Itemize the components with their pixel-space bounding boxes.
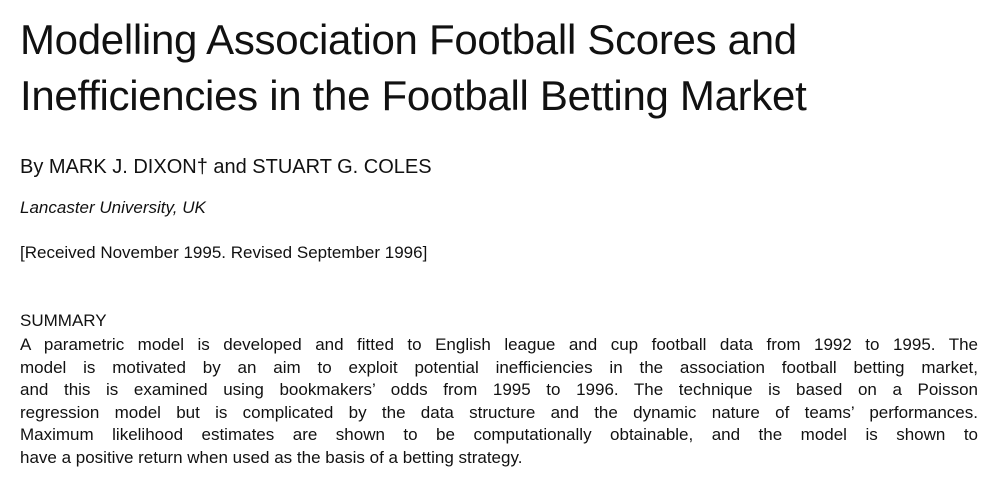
paper-title-line-2: Inefficiencies in the Football Betting M… (20, 72, 807, 119)
summary-line-1: A parametric model is developed and fitt… (20, 335, 978, 354)
summary-line-3: and this is examined using bookmakers’ o… (20, 380, 978, 399)
paper-title-line-1: Modelling Association Football Scores an… (20, 16, 797, 63)
received-dates: [Received November 1995. Revised Septemb… (20, 243, 428, 262)
summary-heading: SUMMARY (20, 311, 107, 330)
summary-line-6: have a positive return when used as the … (20, 447, 523, 467)
summary-line-4: regression model but is complicated by t… (20, 402, 978, 422)
summary-line-5: Maximum likelihood estimates are shown t… (20, 425, 978, 444)
author-affiliation: Lancaster University, UK (20, 198, 206, 217)
summary-line-2: model is motivated by an aim to exploit … (20, 357, 978, 377)
paper-title: Modelling Association Football Scores an… (20, 12, 807, 124)
summary-text: A parametric model is developed and fitt… (20, 334, 978, 469)
author-byline: By MARK J. DIXON† and STUART G. COLES (20, 156, 432, 178)
